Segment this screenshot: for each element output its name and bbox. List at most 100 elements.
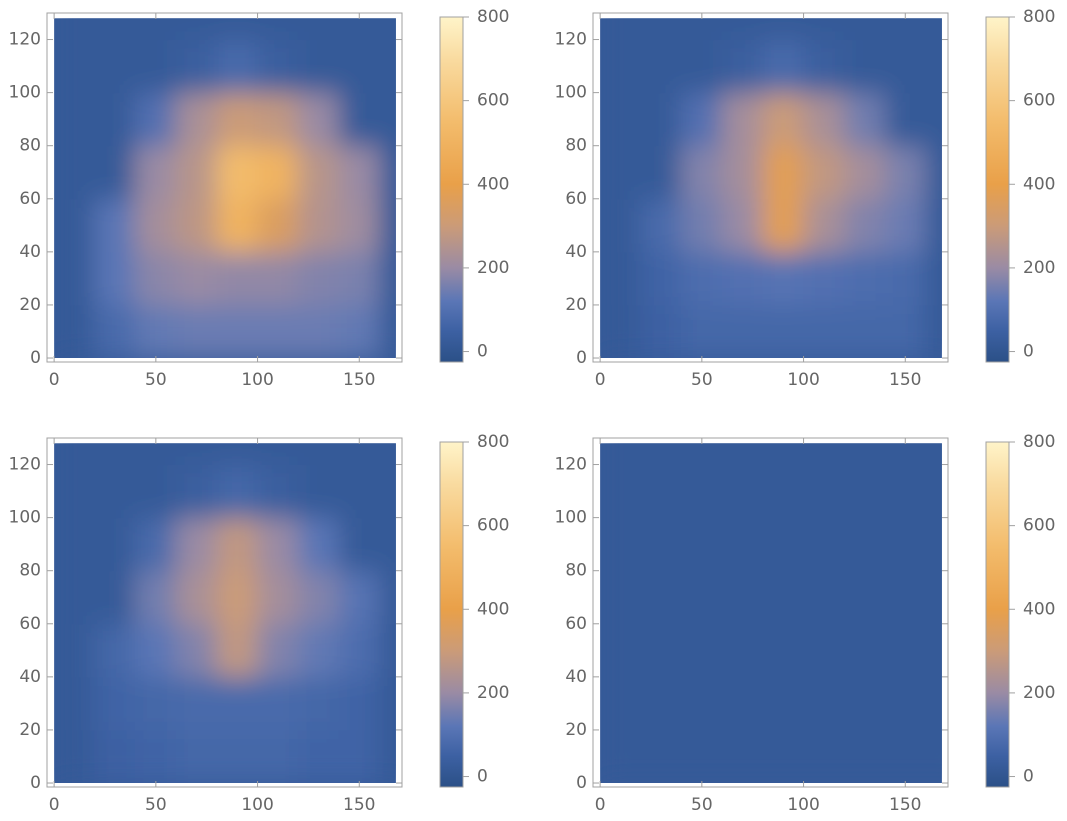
heatmap-cell: [762, 464, 804, 518]
heatmap-cell: [257, 39, 299, 93]
heatmap-cell: [298, 676, 340, 730]
y-tick-label: 60: [19, 614, 41, 634]
x-tick-label: 100: [787, 370, 819, 390]
colorbar: [440, 17, 463, 362]
heatmap-cell: [216, 251, 258, 305]
heatmap-cell: [257, 145, 299, 199]
heatmap-cell: [803, 729, 845, 783]
heatmap-cell: [925, 729, 967, 783]
heatmap-cell: [884, 623, 926, 677]
heatmap-cell: [338, 676, 380, 730]
heatmap-cell: [135, 570, 177, 624]
heatmap-cell: [54, 517, 96, 571]
heatmap-cell: [600, 145, 642, 199]
heatmap-cell: [844, 676, 886, 730]
y-tick-label: 0: [30, 773, 41, 793]
heatmap-cell: [216, 145, 258, 199]
heatmap-cell: [844, 39, 886, 93]
heatmap-cell: [338, 39, 380, 93]
heatmap-cell: [176, 464, 218, 518]
heatmap-cell: [925, 517, 967, 571]
heatmap-cell: [884, 145, 926, 199]
x-tick-label: 100: [241, 795, 273, 815]
heatmap-cell: [135, 198, 177, 252]
panel: 0501001500204060801001200200400600800: [9, 0, 510, 390]
heatmap-cell: [379, 198, 421, 252]
heatmap-cell: [925, 304, 967, 358]
heatmap-cell: [257, 198, 299, 252]
heatmap-cell: [884, 92, 926, 146]
y-tick-label: 80: [565, 136, 587, 156]
heatmap-cell: [803, 676, 845, 730]
y-tick-label: 120: [9, 455, 41, 475]
heatmap-cells: [54, 411, 421, 784]
heatmap-cell: [135, 251, 177, 305]
heatmap-cell: [257, 0, 299, 40]
y-tick-label: 0: [30, 348, 41, 368]
y-tick-label: 100: [9, 508, 41, 528]
heatmap-cell: [803, 623, 845, 677]
colorbar-tick-label: 600: [477, 516, 509, 536]
heatmap-cell: [94, 304, 136, 358]
x-tick-label: 150: [343, 795, 375, 815]
heatmap-cell: [844, 464, 886, 518]
heatmap-cell: [722, 570, 764, 624]
heatmap-cell: [54, 92, 96, 146]
y-tick-label: 40: [565, 242, 587, 262]
x-tick-label: 50: [145, 795, 167, 815]
y-tick-label: 80: [19, 561, 41, 581]
heatmap-cell: [640, 92, 682, 146]
heatmap-cell: [135, 92, 177, 146]
heatmap-cell: [94, 729, 136, 783]
heatmap-cell: [216, 92, 258, 146]
colorbar-tick-label: 600: [1023, 91, 1055, 111]
y-tick-label: 80: [565, 561, 587, 581]
heatmap-cell: [600, 570, 642, 624]
heatmap-cell: [681, 304, 723, 358]
colorbar-tick-label: 200: [1023, 683, 1055, 703]
heatmap-cell: [379, 729, 421, 783]
heatmap-cell: [722, 92, 764, 146]
heatmap-cell: [884, 517, 926, 571]
heatmap-cell: [681, 517, 723, 571]
heatmap-cell: [681, 145, 723, 199]
heatmap-cell: [176, 92, 218, 146]
y-tick-label: 60: [565, 614, 587, 634]
heatmap-cell: [925, 464, 967, 518]
colorbar-tick-label: 600: [1023, 516, 1055, 536]
x-tick-label: 0: [49, 370, 60, 390]
heatmap-cell: [762, 145, 804, 199]
heatmap-cell: [803, 39, 845, 93]
heatmap-cell: [884, 39, 926, 93]
y-tick-label: 100: [555, 508, 587, 528]
heatmap-cell: [216, 304, 258, 358]
heatmap-cell: [925, 570, 967, 624]
heatmap-cell: [681, 570, 723, 624]
x-tick-label: 150: [343, 370, 375, 390]
heatmap-cell: [762, 251, 804, 305]
heatmap-cell: [298, 729, 340, 783]
colorbar-tick-label: 800: [1023, 7, 1055, 27]
y-tick-label: 120: [555, 30, 587, 50]
heatmap-cell: [762, 676, 804, 730]
heatmap-cell: [379, 570, 421, 624]
heatmap-cell: [884, 464, 926, 518]
heatmap-cell: [176, 145, 218, 199]
heatmap-cell: [216, 198, 258, 252]
heatmap-cell: [925, 0, 967, 40]
heatmap-cell: [338, 570, 380, 624]
heatmap-cell: [722, 251, 764, 305]
heatmap-cell: [722, 623, 764, 677]
colorbar-tick-label: 800: [477, 7, 509, 27]
y-tick-label: 40: [19, 667, 41, 687]
x-tick-label: 50: [145, 370, 167, 390]
heatmap-cell: [762, 0, 804, 40]
heatmap-cell: [640, 464, 682, 518]
heatmap-cell: [338, 304, 380, 358]
heatmap-cell: [925, 145, 967, 199]
y-tick-label: 40: [19, 242, 41, 262]
heatmap-cell: [722, 198, 764, 252]
heatmap-cell: [298, 623, 340, 677]
heatmap-cell: [135, 39, 177, 93]
